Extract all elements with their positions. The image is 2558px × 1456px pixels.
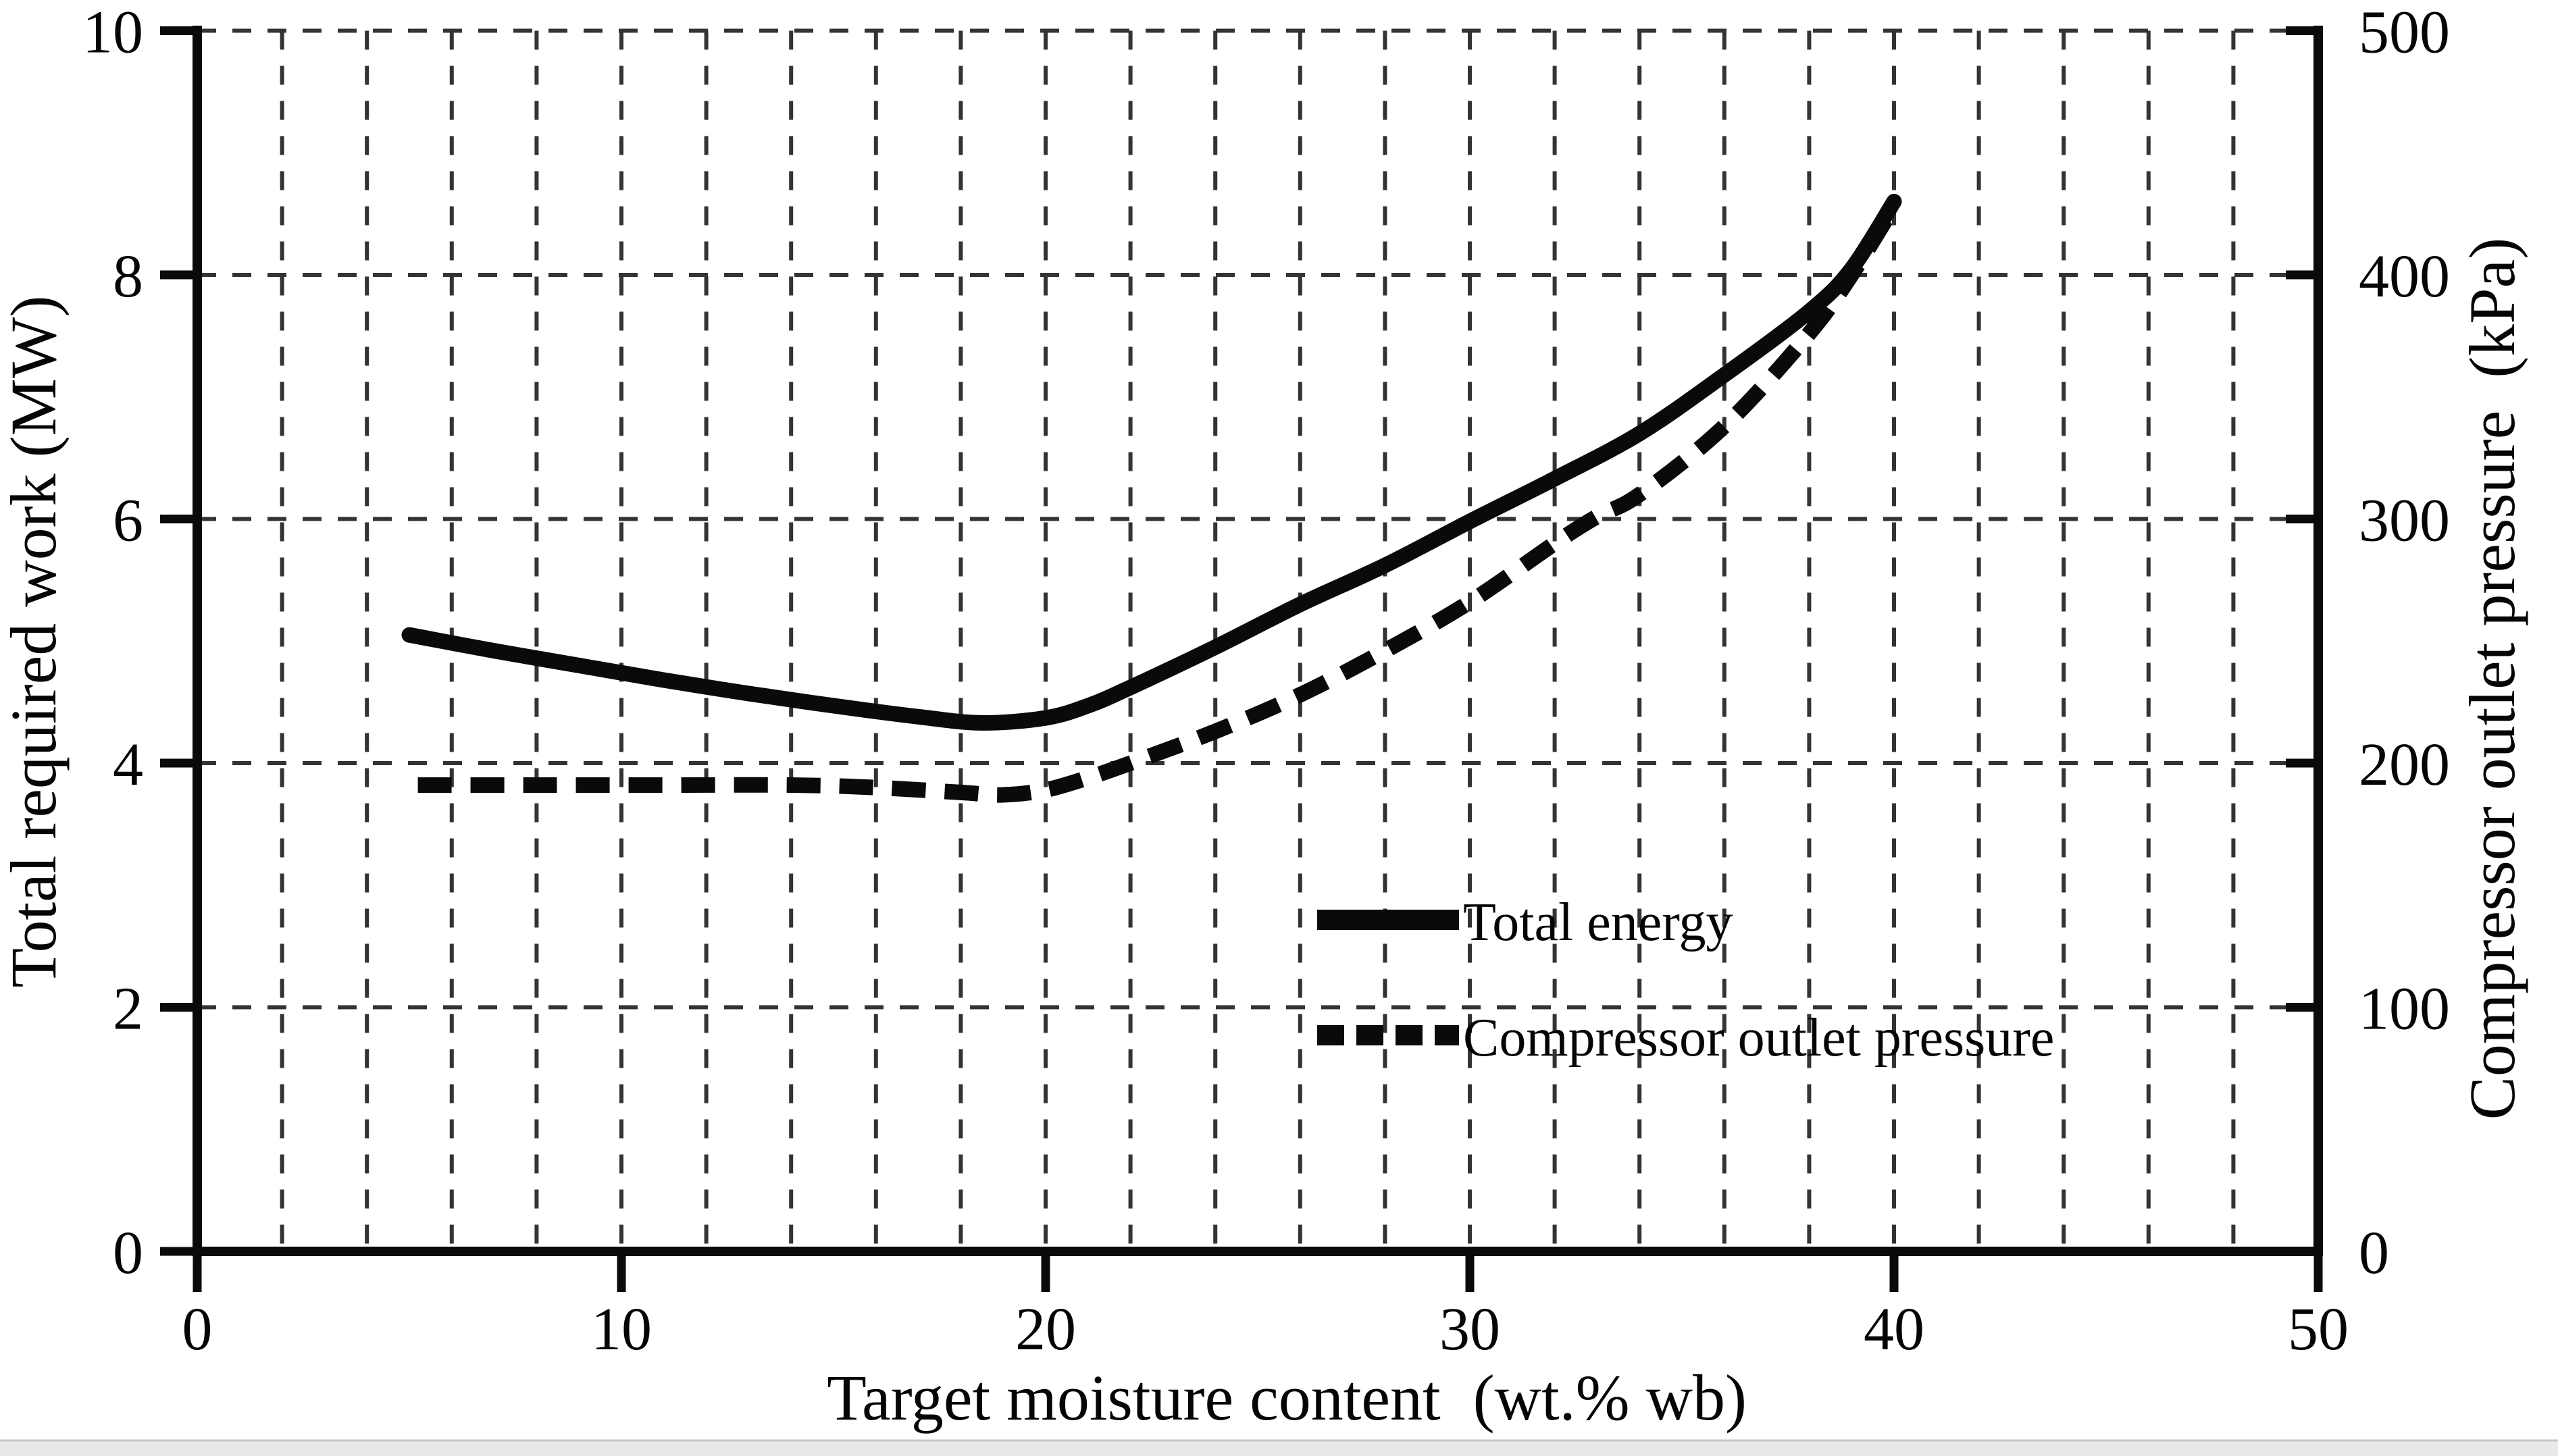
axis-titles: Target moisture content (wt.% wb) Total …: [0, 238, 2528, 1434]
y-right-tick-label: 200: [2359, 731, 2450, 798]
left-y-axis-title: Total required work (MW): [0, 296, 70, 988]
compressor-outlet-pressure-line: [417, 202, 1901, 803]
grid-layer: [197, 28, 2318, 1249]
legend: Total energy Compressor outlet pressure: [1317, 893, 2054, 1068]
y-left-tick-label: 6: [113, 488, 143, 554]
x-tick-label: 0: [182, 1296, 213, 1363]
y-left-tick-label: 2: [113, 976, 143, 1043]
y-left-tick-label: 4: [113, 731, 143, 798]
footer-band-fill: [0, 1440, 2558, 1456]
y-right-tick-label: 0: [2359, 1220, 2389, 1286]
series-layer: [401, 194, 1902, 803]
total-energy-line: [401, 194, 1902, 731]
y-left-tick-label: 10: [82, 0, 143, 66]
y-right-tick-label: 500: [2359, 0, 2450, 66]
y-right-tick-label: 300: [2359, 488, 2450, 554]
x-tick-label: 30: [1439, 1296, 1500, 1363]
x-tick-label: 40: [1864, 1296, 1924, 1363]
y-right-tick-label: 400: [2359, 243, 2450, 310]
y-left-tick-label: 8: [113, 243, 143, 310]
axes-spines: [193, 26, 2323, 1256]
y-left-tick-label: 0: [113, 1220, 143, 1286]
x-tick-label: 10: [591, 1296, 652, 1363]
legend-label-compressor-outlet-pressure: Compressor outlet pressure: [1463, 1008, 2054, 1068]
y-right-tick-label: 100: [2359, 976, 2450, 1043]
x-axis-title: Target moisture content (wt.% wb): [827, 1361, 1747, 1434]
x-tick-label: 50: [2288, 1296, 2349, 1363]
footer-band: [0, 1439, 2558, 1456]
right-y-axis-title: Compressor outlet pressure (kPa): [2456, 238, 2528, 1120]
legend-label-total-energy: Total energy: [1463, 893, 1733, 952]
x-tick-label: 20: [1015, 1296, 1076, 1363]
